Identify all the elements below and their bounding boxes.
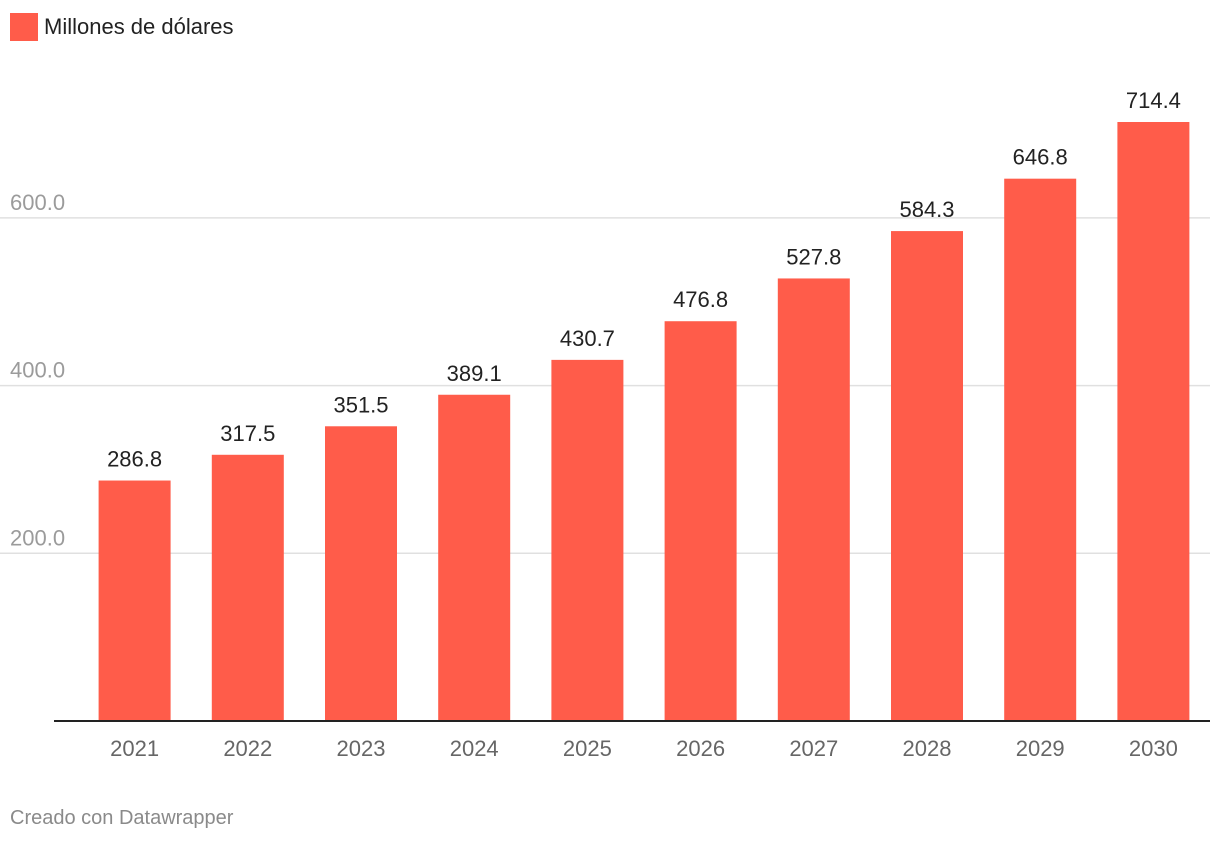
x-tick-label: 2028	[903, 736, 952, 761]
bar-value-label: 646.8	[1013, 145, 1068, 170]
y-tick-label: 200.0	[10, 525, 65, 550]
bar	[98, 480, 171, 721]
x-tick-label: 2021	[110, 736, 159, 761]
bar	[1117, 122, 1190, 721]
bar	[438, 394, 511, 721]
x-tick-label: 2023	[337, 736, 386, 761]
bar	[1004, 178, 1077, 721]
bar-value-label: 430.7	[560, 326, 615, 351]
chart-legend: Millones de dólares	[10, 12, 234, 42]
bar	[664, 321, 737, 721]
bar-value-label: 317.5	[220, 421, 275, 446]
x-tick-label: 2030	[1129, 736, 1178, 761]
bar-value-label: 351.5	[333, 392, 388, 417]
value-labels: 286.8 317.5 351.5 389.1 430.7 476.8 527.8 584.3…	[107, 88, 1181, 472]
y-tick-label: 400.0	[10, 358, 65, 383]
bar	[211, 454, 284, 721]
x-tick-label: 2024	[450, 736, 499, 761]
bar-value-label: 286.8	[107, 447, 162, 472]
x-tick-label: 2027	[789, 736, 838, 761]
bar-value-label: 476.8	[673, 287, 728, 312]
bars	[98, 122, 1190, 721]
x-tick-label: 2026	[676, 736, 725, 761]
bar	[551, 359, 624, 721]
bar-value-label: 389.1	[447, 361, 502, 386]
legend-swatch	[10, 13, 38, 41]
x-tick-label: 2022	[223, 736, 272, 761]
bar	[891, 231, 963, 721]
x-axis-ticks: 2021 2022 2023 2024 2025 2026 2027 2028 2029 2030	[110, 736, 1178, 761]
bar-value-label: 584.3	[899, 197, 954, 222]
legend-label: Millones de dólares	[44, 14, 234, 39]
y-tick-label: 600.0	[10, 190, 65, 215]
bar-value-label: 714.4	[1126, 88, 1181, 113]
x-tick-label: 2029	[1016, 736, 1065, 761]
credit-text: Creado con Datawrapper	[10, 807, 234, 829]
bar-value-label: 527.8	[786, 244, 841, 269]
bar	[325, 426, 397, 721]
x-tick-label: 2025	[563, 736, 612, 761]
bar	[777, 278, 850, 721]
